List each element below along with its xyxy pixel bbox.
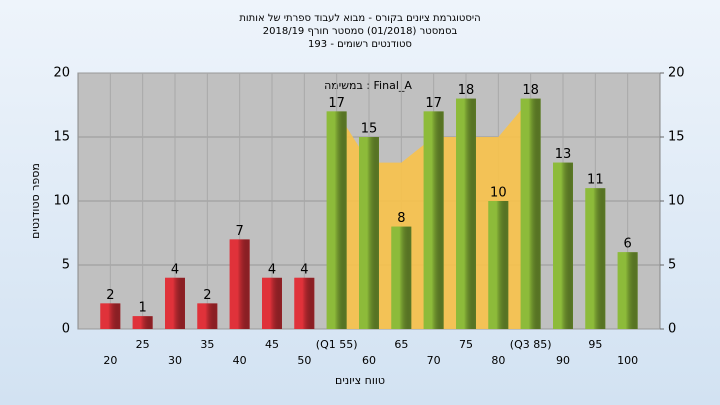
data-label: 17 <box>425 96 442 111</box>
data-label: 18 <box>522 83 539 98</box>
y-tick-label: 10 <box>53 194 70 209</box>
y-tick-label: 0 <box>62 322 70 337</box>
data-label: 4 <box>300 262 308 277</box>
chart-subtitle: בסמסטר (01/2018) סמסטר חורף 2018/19 <box>263 26 458 37</box>
bar-shade <box>262 277 282 329</box>
x-tick-label: 90 <box>556 354 570 367</box>
x-tick-label: (Q1 55) <box>316 338 358 351</box>
y-tick-label: 5 <box>62 258 70 273</box>
data-label: 4 <box>268 262 276 277</box>
x-tick-label: 20 <box>103 354 117 367</box>
bar-shade <box>553 162 573 329</box>
x-tick-label: 30 <box>168 354 182 367</box>
data-label: 13 <box>555 147 572 162</box>
x-tick-label: 35 <box>200 338 214 351</box>
y2-tick-label: 0 <box>668 322 676 337</box>
bar-shade <box>391 226 412 329</box>
x-tick-label: 100 <box>617 354 638 367</box>
data-label: 7 <box>236 224 244 239</box>
data-label: 2 <box>106 288 114 303</box>
data-label: 4 <box>171 262 179 277</box>
bar-shade <box>617 252 638 329</box>
bar-shade <box>132 316 153 329</box>
x-tick-label: 95 <box>588 338 602 351</box>
x-tick-label: 40 <box>233 354 247 367</box>
y-tick-label: 20 <box>53 66 70 81</box>
y2-tick-label: 5 <box>668 258 676 273</box>
x-tick-label: 50 <box>297 354 311 367</box>
x-tick-label: 70 <box>427 354 441 367</box>
y2-tick-label: 15 <box>668 130 685 145</box>
x-tick-label: 75 <box>459 338 473 351</box>
y2-tick-label: 10 <box>668 194 685 209</box>
chart-title: היסטוגרמת ציונים בקורס - מבוא לעבוד ספרת… <box>239 13 480 24</box>
bar-shade <box>165 277 185 329</box>
y-tick-label: 15 <box>53 130 70 145</box>
bar-shade <box>100 303 121 329</box>
x-tick-label: 25 <box>136 338 150 351</box>
bar-shade <box>359 137 379 329</box>
data-label: 17 <box>328 96 345 111</box>
chart-subtitle: 193 - סטודנטים רשומים <box>308 39 412 50</box>
y-axis-label: מספר סטודנטים <box>29 163 42 239</box>
x-tick-label: 45 <box>265 338 279 351</box>
bar-shade <box>520 98 541 329</box>
data-label: 8 <box>397 211 405 226</box>
bar-shade <box>229 239 250 329</box>
data-label: 18 <box>458 83 475 98</box>
bar-shade <box>294 277 315 329</box>
bar-shade <box>585 188 606 329</box>
x-tick-label: 80 <box>491 354 505 367</box>
bar-shade <box>326 111 347 330</box>
data-label: 6 <box>624 237 632 252</box>
data-label: 10 <box>490 186 507 201</box>
bar-shade <box>456 98 476 329</box>
data-label: 11 <box>587 173 604 188</box>
x-axis-label: טווח ציונים <box>335 374 385 387</box>
data-label: 2 <box>203 288 211 303</box>
y2-tick-label: 20 <box>668 66 685 81</box>
bar-shade <box>197 303 218 329</box>
x-tick-label: 60 <box>362 354 376 367</box>
bar-shade <box>423 111 444 330</box>
bar-shade <box>488 201 509 329</box>
data-label: 15 <box>361 122 378 137</box>
x-tick-label: 65 <box>394 338 408 351</box>
data-label: 1 <box>139 301 147 316</box>
x-tick-label: (Q3 85) <box>510 338 552 351</box>
annotation: במשימה : Final_A <box>324 79 412 92</box>
